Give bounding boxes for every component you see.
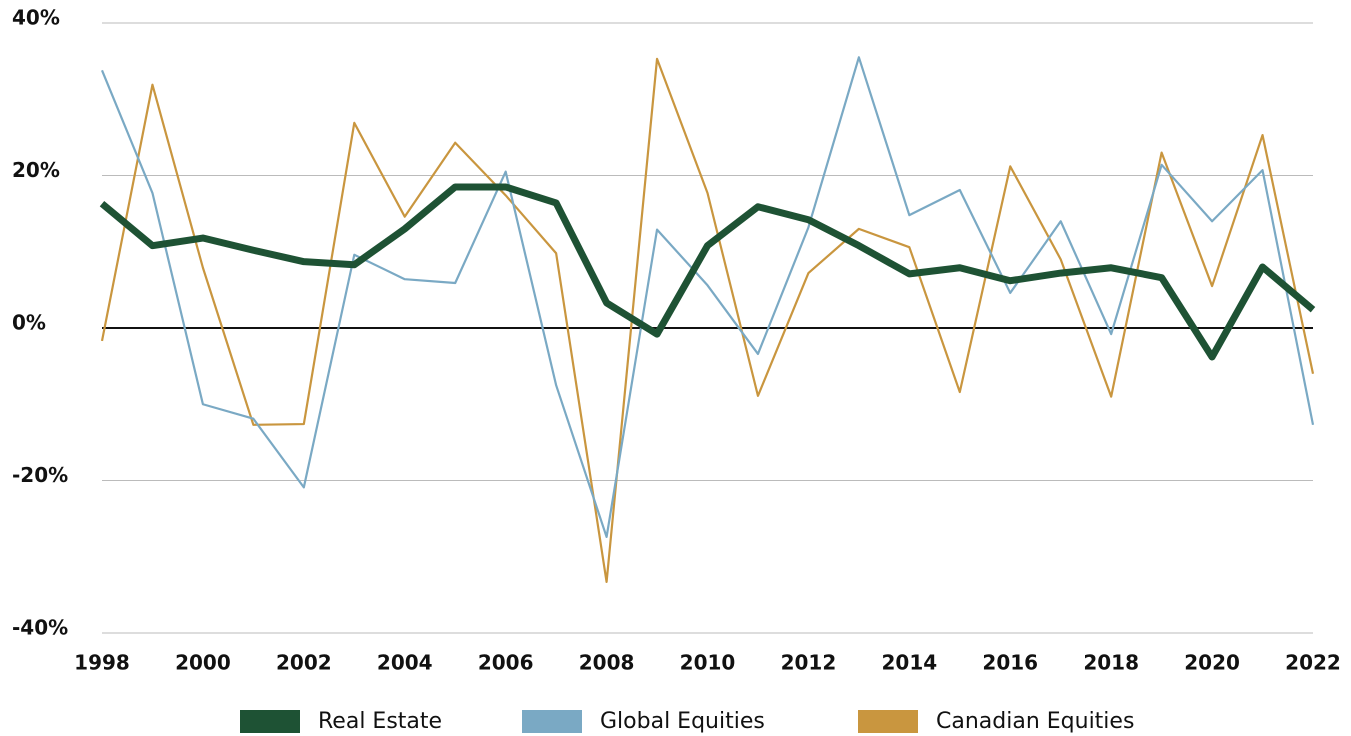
legend-label: Global Equities — [600, 709, 765, 734]
x-tick-label: 2022 — [1285, 651, 1341, 675]
x-tick-label: 1998 — [74, 651, 130, 675]
legend-swatch — [522, 710, 582, 733]
y-tick-label: 20% — [12, 158, 60, 182]
y-tick-label: 0% — [12, 311, 46, 335]
x-tick-label: 2012 — [781, 651, 837, 675]
x-tick-label: 2000 — [175, 651, 231, 675]
x-tick-label: 2004 — [377, 651, 433, 675]
legend-swatch — [240, 710, 300, 733]
x-tick-label: 2002 — [276, 651, 332, 675]
y-tick-label: 40% — [12, 6, 60, 30]
legend-label: Canadian Equities — [936, 709, 1134, 734]
series-line — [99, 183, 1316, 361]
series-line — [100, 57, 1315, 584]
x-tick-label: 2008 — [579, 651, 635, 675]
x-tick-label: 2010 — [680, 651, 736, 675]
series-line — [100, 56, 1315, 539]
x-tick-label: 2018 — [1083, 651, 1139, 675]
x-tick-label: 2020 — [1184, 651, 1240, 675]
x-tick-label: 2014 — [881, 651, 937, 675]
y-tick-label: -40% — [12, 616, 68, 640]
x-tick-label: 2006 — [478, 651, 534, 675]
legend-swatch — [858, 710, 918, 733]
x-tick-label: 2016 — [982, 651, 1038, 675]
legend-label: Real Estate — [318, 709, 442, 734]
y-tick-label: -20% — [12, 463, 68, 487]
